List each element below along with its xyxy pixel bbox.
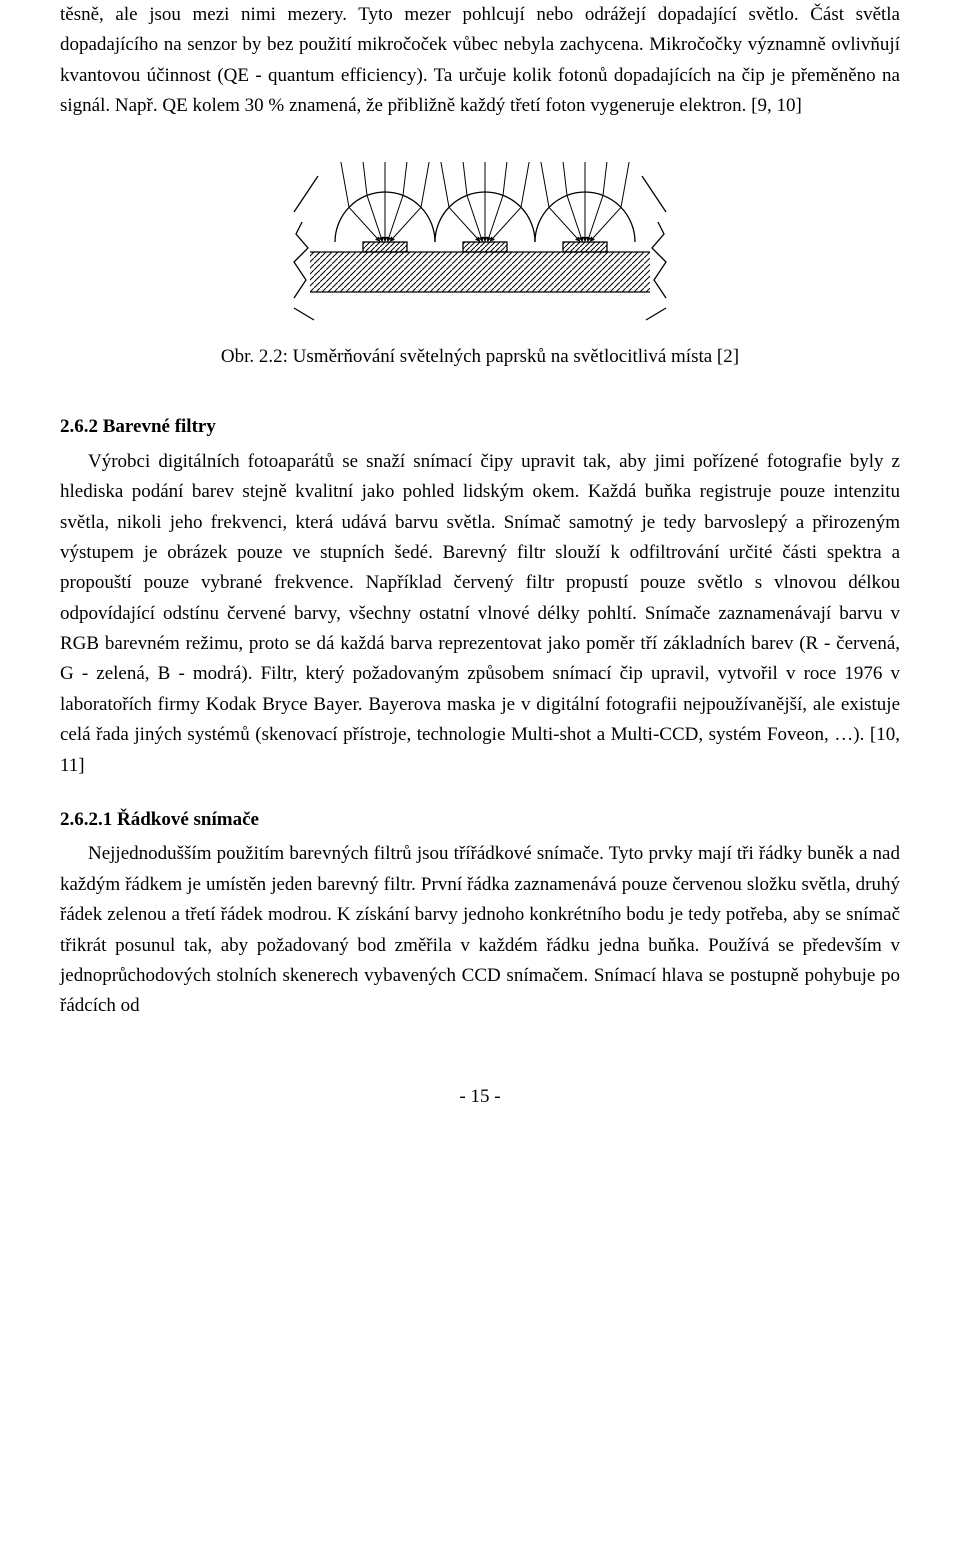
section-body-text: Výrobci digitálních fotoaparátů se snaží… [60, 451, 900, 776]
section-body-color-filters: Výrobci digitálních fotoaparátů se snaží… [60, 447, 900, 781]
section-heading-color-filters: 2.6.2 Barevné filtry [60, 412, 900, 442]
figure-microlens-diagram [60, 162, 900, 332]
figure-caption: Obr. 2.2: Usměrňování světelných paprsků… [60, 342, 900, 372]
subsection-heading-line-sensors: 2.6.2.1 Řádkové snímače [60, 805, 900, 835]
subsection-body-line-sensors: Nejjednodušším použitím barevných filtrů… [60, 839, 900, 1021]
paragraph-intro: těsně, ale jsou mezi nimi mezery. Tyto m… [60, 0, 900, 122]
subsection-body-text: Nejjednodušším použitím barevných filtrů… [60, 843, 900, 1016]
page-number: - 15 - [60, 1082, 900, 1112]
